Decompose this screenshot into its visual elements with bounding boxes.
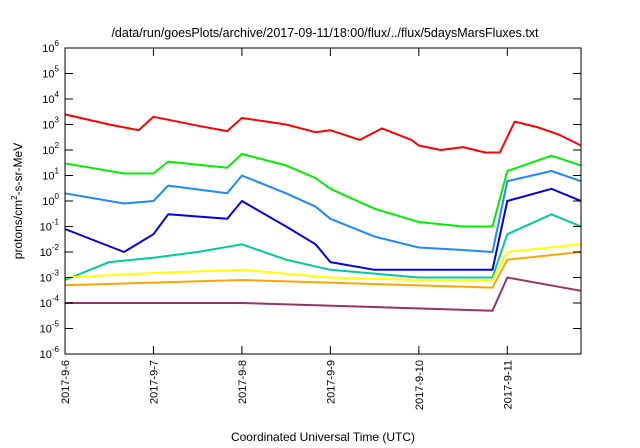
x-tick-label: 2017-9-6 [60, 360, 72, 404]
y-tick-label: 10-6 [40, 345, 60, 361]
series-line-2 [64, 152, 582, 228]
y-tick-label: 10-3 [40, 269, 60, 285]
y-tick-label: 104 [42, 90, 59, 106]
y-tick-label: 10-1 [40, 218, 60, 234]
y-tick-label: 10-4 [40, 294, 60, 310]
x-tick-label: 2017-9-7 [148, 360, 160, 404]
y-tick-label: 102 [42, 141, 59, 157]
series-layer [64, 113, 582, 312]
x-tick-label: 2017-9-8 [237, 360, 249, 404]
y-axis-label-sup: 2 [10, 195, 19, 200]
y-tick-label: 103 [42, 116, 59, 132]
series-line-7 [64, 251, 582, 289]
y-tick-label: 100 [42, 192, 59, 208]
series-line-6 [64, 243, 582, 281]
series-line-5 [64, 213, 582, 281]
x-tick-label: 2017-9-11 [502, 360, 514, 409]
y-axis: 10-6 10-5 10-4 10-3 10-2 10-1 100 101 102 103 104 1… [40, 39, 581, 361]
y-tick-label: 105 [42, 65, 59, 81]
series-line-3 [64, 170, 582, 253]
series-line-8 [65, 276, 582, 312]
x-tick-label: 2017-9-10 [414, 360, 426, 410]
y-axis-label-base: protons/cm [11, 200, 25, 259]
x-axis-label: Coordinated Universal Time (UTC) [231, 430, 415, 444]
y-tick-label: 106 [42, 39, 59, 55]
chart-title: /data/run/goesPlots/archive/2017-09-11/1… [111, 26, 539, 40]
y-tick-label: 101 [42, 167, 59, 183]
y-tick-label: 10-2 [40, 243, 60, 259]
y-axis-label: protons/cm2-s-sr-MeV [10, 143, 25, 259]
x-axis: 2017-9-6 2017-9-7 2017-9-8 2017-9-9 2017-9-1… [60, 48, 514, 410]
x-tick-label: 2017-9-9 [325, 360, 337, 404]
series-line-1 [64, 113, 582, 154]
y-tick-label: 10-5 [40, 320, 60, 336]
series-line-4 [64, 187, 582, 271]
y-axis-label-rest: -s-sr-MeV [11, 143, 25, 196]
